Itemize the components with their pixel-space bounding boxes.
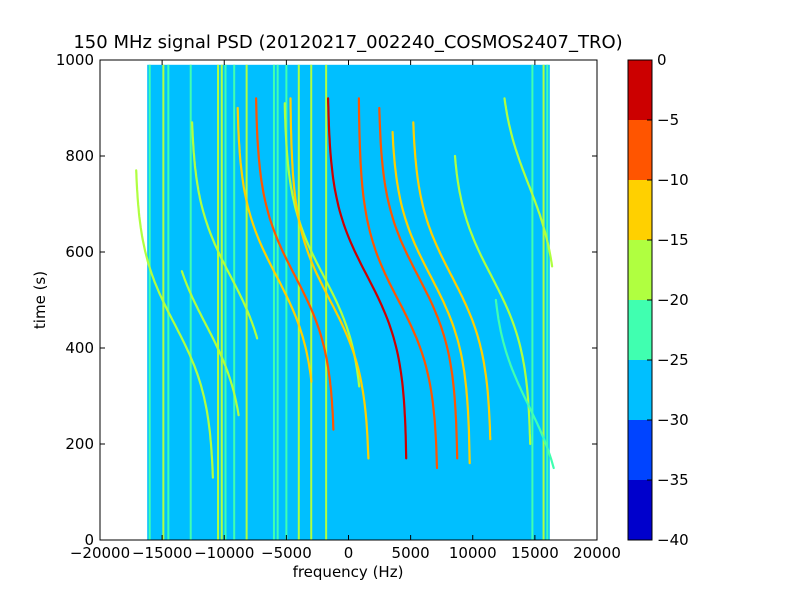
x-tick-label: 0 [344,544,354,562]
doppler-track [191,121,259,340]
colorbar-tick-label: −15 [657,231,689,249]
y-axis-label: time (s) [31,271,49,329]
colorbar-tick-label: −40 [657,531,689,549]
doppler-track [494,298,555,470]
doppler-track [180,270,240,417]
spectrogram-data [135,64,555,540]
colorbar-segment [628,300,652,360]
x-tick-label: 5000 [392,544,430,562]
colorbar-segment [628,360,652,420]
colorbar-tick-label: −5 [657,111,679,129]
colorbar-tick-label: −30 [657,411,689,429]
colorbar-tick-label: 0 [657,51,667,69]
x-tick-label: −15000 [132,544,192,562]
colorbar: −40 −35 −30 −25 −20 −15 −10 −5 0 [627,51,689,549]
x-tick-label: −20000 [70,544,130,562]
doppler-track [236,106,313,383]
colorbar-segment [628,120,652,180]
colorbar-tick-label: −10 [657,171,689,189]
colorbar-segment [628,240,652,300]
x-tick-label: 15000 [511,544,559,562]
doppler-track [357,97,439,470]
x-tick-label: 20000 [573,544,621,562]
colorbar-segment [628,420,652,480]
doppler-track [327,97,408,460]
x-tick-label: 10000 [449,544,497,562]
x-tick-label: −10000 [194,544,254,562]
x-axis-label: frequency (Hz) [293,563,404,581]
colorbar-segment [628,480,652,540]
doppler-track [135,169,214,479]
y-axis: 0 200 400 600 800 1000 [56,51,597,549]
doppler-track [412,121,492,441]
colorbar-tick-label: −20 [657,291,689,309]
doppler-track [255,97,335,431]
y-tick-label: 0 [84,531,94,549]
y-tick-label: 800 [65,147,94,165]
doppler-track [453,154,532,446]
y-tick-label: 200 [65,435,94,453]
chart-title: 150 MHz signal PSD (20120217_002240_COSM… [73,32,622,53]
plot-area: −20000 −15000 −10000 −5000 0 5000 10000 15000 20… [56,51,621,562]
x-axis: −20000 −15000 −10000 −5000 0 5000 10000 15000 20… [70,60,621,562]
doppler-track [503,97,554,268]
y-tick-label: 600 [65,243,94,261]
y-tick-label: 400 [65,339,94,357]
x-tick-label: −5000 [261,544,312,562]
doppler-track [378,106,459,460]
spectrogram-background [147,64,550,540]
doppler-track [283,102,361,388]
y-tick-label: 1000 [56,51,94,69]
doppler-track [391,130,471,465]
doppler-track [289,97,370,460]
colorbar-tick-label: −25 [657,351,689,369]
colorbar-segment [628,60,652,120]
colorbar-segment [628,180,652,240]
colorbar-tick-label: −35 [657,471,689,489]
